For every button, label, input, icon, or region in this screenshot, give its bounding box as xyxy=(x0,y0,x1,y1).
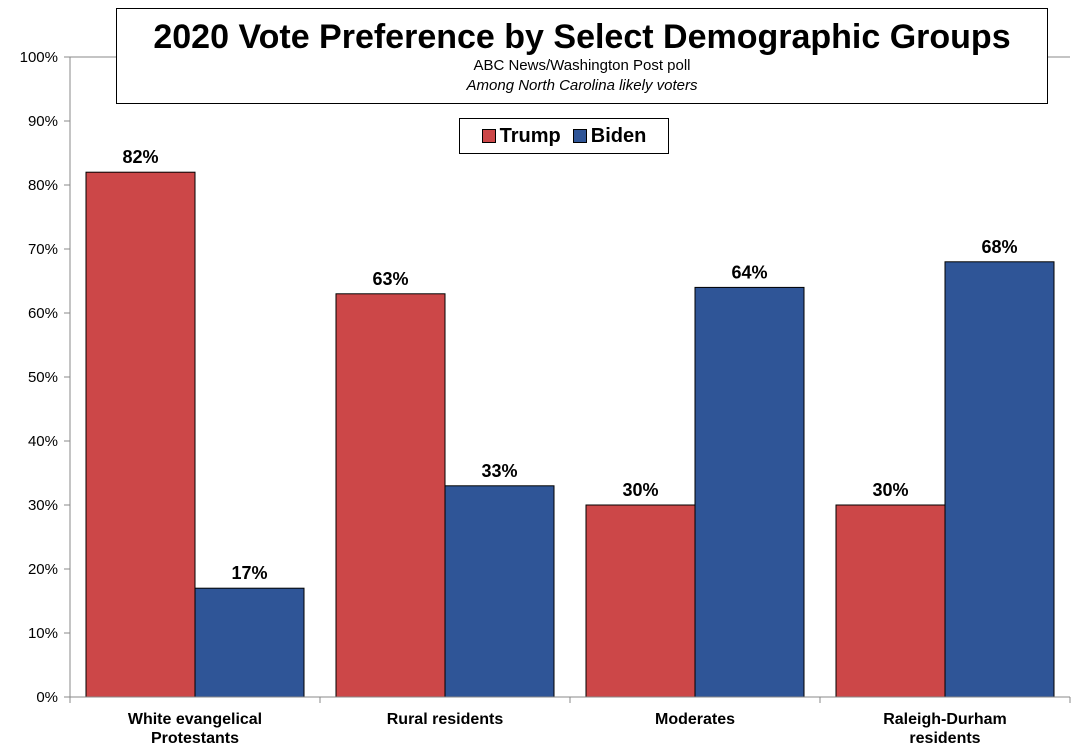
data-label: 63% xyxy=(372,269,408,289)
y-tick-label: 60% xyxy=(28,305,58,322)
legend-item-trump: Trump xyxy=(481,124,561,148)
legend: Trump Biden xyxy=(459,118,669,154)
data-label: 82% xyxy=(122,147,158,167)
legend-label-biden: Biden xyxy=(590,124,647,147)
x-category-label: Protestants xyxy=(151,730,239,747)
x-category-label: Raleigh-Durham xyxy=(883,711,1007,728)
bar-biden xyxy=(944,261,1055,698)
y-tick-label: 10% xyxy=(28,625,58,642)
data-label: 30% xyxy=(622,480,658,500)
legend-swatch-biden xyxy=(572,129,587,143)
data-label: 68% xyxy=(981,237,1017,257)
data-label: 33% xyxy=(481,461,517,481)
y-tick-label: 80% xyxy=(28,177,58,194)
y-tick-label: 50% xyxy=(28,369,58,386)
chart-title: 2020 Vote Preference by Select Demograph… xyxy=(153,18,1011,56)
y-tick-label: 30% xyxy=(28,497,58,514)
x-category-label: Rural residents xyxy=(387,711,504,728)
bar-biden xyxy=(444,485,555,698)
bar-trump xyxy=(85,171,196,698)
x-category-label: residents xyxy=(909,730,980,747)
bar-biden xyxy=(694,286,805,698)
title-box: 2020 Vote Preference by Select Demograph… xyxy=(116,8,1048,104)
data-label: 64% xyxy=(731,262,767,282)
chart-subtitle-italic: Among North Carolina likely voters xyxy=(466,77,698,94)
legend-item-biden: Biden xyxy=(572,124,647,148)
x-category-label: Moderates xyxy=(655,711,735,728)
legend-label-trump: Trump xyxy=(499,124,561,147)
data-label: 30% xyxy=(872,480,908,500)
legend-swatch-trump xyxy=(481,129,496,143)
y-tick-label: 0% xyxy=(36,689,58,706)
data-label: 17% xyxy=(231,563,267,583)
y-tick-label: 100% xyxy=(20,49,58,66)
bar-biden xyxy=(194,587,305,698)
chart-subtitle: ABC News/Washington Post poll xyxy=(473,57,691,74)
y-tick-label: 90% xyxy=(28,113,58,130)
y-tick-label: 40% xyxy=(28,433,58,450)
bar-trump xyxy=(835,504,946,698)
y-tick-label: 20% xyxy=(28,561,58,578)
x-category-label: White evangelical xyxy=(128,711,262,728)
bar-trump xyxy=(335,293,446,698)
bar-trump xyxy=(585,504,696,698)
y-tick-label: 70% xyxy=(28,241,58,258)
